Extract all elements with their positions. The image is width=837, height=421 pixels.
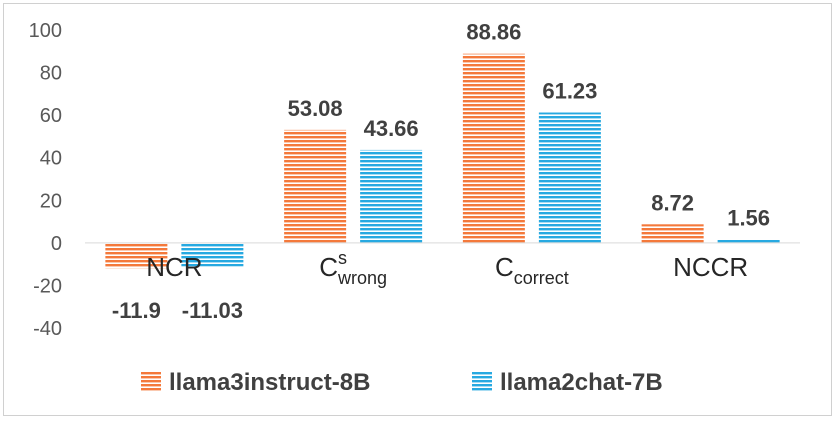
category-label-main: C — [495, 252, 514, 282]
y-tick-label: 40 — [40, 148, 62, 170]
legend-label: llama2chat-7B — [500, 369, 663, 396]
category-label-main: NCCR — [673, 252, 748, 282]
category-label: Cs wrong — [319, 248, 387, 288]
data-label: 61.23 — [542, 79, 597, 104]
legend-swatch — [141, 371, 161, 391]
bar-llama2chat-1 — [360, 149, 423, 243]
bar-llama3instruct-1 — [284, 129, 347, 243]
category-label-sub: correct — [514, 268, 569, 288]
bar-llama2chat-3 — [717, 239, 780, 243]
data-label: 1.56 — [727, 206, 770, 231]
bar-llama2chat-0 — [181, 242, 244, 267]
bars — [105, 53, 780, 269]
y-axis-ticks: 100 80 60 40 20 0 -20 -40 — [29, 20, 62, 340]
data-label: 43.66 — [364, 116, 419, 141]
category-label: Ccorrect — [495, 252, 569, 288]
y-tick-label: -20 — [33, 275, 62, 297]
category-label-sup: s — [338, 248, 347, 268]
y-tick-label: 60 — [40, 105, 62, 127]
legend: llama3instruct-8B llama2chat-7B — [141, 369, 663, 396]
data-label: -11.03 — [182, 298, 243, 323]
bar-llama2chat-2 — [538, 112, 601, 243]
data-label: 88.86 — [466, 20, 521, 45]
data-label: 8.72 — [651, 190, 694, 215]
category-label: NCCR — [673, 252, 748, 282]
category-label: NCR — [146, 252, 202, 282]
y-tick-label: 0 — [51, 233, 62, 255]
bar-llama3instruct-3 — [641, 224, 704, 243]
y-tick-label: 80 — [40, 63, 62, 85]
category-label-main: C — [319, 252, 338, 282]
legend-swatch — [472, 371, 492, 391]
data-label: 53.08 — [288, 96, 343, 121]
y-tick-label: -40 — [33, 318, 62, 340]
category-label-main: NCR — [146, 252, 202, 282]
data-labels: -11.9 -11.03 53.08 43.66 88.86 61.23 8.72 1.56 — [112, 20, 770, 323]
bar-llama3instruct-0 — [105, 242, 168, 269]
legend-label: llama3instruct-8B — [169, 369, 370, 396]
y-tick-label: 20 — [40, 190, 62, 212]
category-label-sub: wrong — [337, 268, 387, 288]
bar-llama3instruct-2 — [462, 53, 525, 243]
data-label: -11.9 — [112, 298, 161, 323]
y-tick-label: 100 — [29, 20, 62, 42]
category-labels: NCR Cs wrong Ccorrect NCCR — [146, 248, 748, 288]
